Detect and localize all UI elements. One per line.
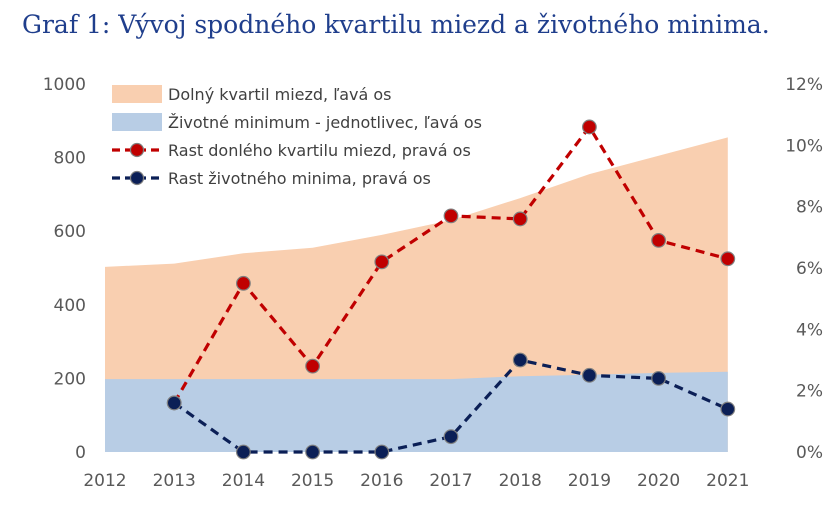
legend-swatch: [112, 85, 162, 103]
right-axis-tick: 8%: [796, 198, 823, 218]
line-series-1: [173, 358, 729, 454]
line-point: [720, 401, 736, 417]
chart-title: Graf 1: Vývoj spodného kvartilu miezd a …: [22, 10, 770, 39]
right-axis-tick: 4%: [796, 320, 823, 340]
legend-swatch: [112, 113, 162, 131]
x-axis-tick: 2014: [222, 471, 265, 491]
left-axis-tick: 1000: [43, 75, 86, 95]
x-axis-tick: 2020: [637, 471, 680, 491]
x-axis-tick: 2016: [360, 471, 403, 491]
left-axis-tick: 600: [54, 222, 86, 242]
line-point: [235, 444, 251, 460]
area-series-0: [105, 137, 728, 453]
legend-marker: [129, 142, 145, 158]
legend-label: Rast donlého kvartilu miezd, pravá os: [168, 141, 471, 160]
line-point: [651, 232, 666, 248]
line-point: [443, 429, 459, 445]
x-axis-tick: 2015: [291, 471, 334, 491]
right-axis-tick: 6%: [796, 259, 823, 279]
legend-label: Rast životného minima, pravá os: [168, 169, 431, 188]
right-axis-tick: 2%: [796, 382, 823, 402]
legend-label: Dolný kvartil miezd, ľavá os: [168, 85, 392, 104]
x-axis-tick: 2021: [706, 471, 749, 491]
line-point: [374, 254, 390, 270]
line-point: [305, 358, 321, 374]
x-axis-tick: 2013: [153, 471, 196, 491]
left-axis-tick: 400: [54, 296, 86, 316]
line-point: [582, 119, 597, 135]
x-axis-tick: 2017: [429, 471, 472, 491]
x-axis-tick: 2018: [499, 471, 542, 491]
left-axis-tick: 0: [75, 443, 86, 463]
line-point: [651, 371, 666, 386]
left-axis-tick: 800: [54, 149, 86, 169]
line-point: [582, 367, 597, 383]
legend-marker: [129, 170, 145, 186]
line-point: [512, 352, 528, 368]
line-point: [305, 444, 321, 460]
x-axis-tick: 2019: [568, 471, 611, 491]
line-point: [235, 275, 251, 291]
right-axis-tick: 0%: [796, 443, 823, 463]
legend-label: Životné minimum - jednotlivec, ľavá os: [168, 113, 482, 132]
line-point: [512, 211, 528, 227]
line-point: [166, 395, 182, 411]
x-axis-tick: 2012: [83, 471, 126, 491]
left-axis-tick: 200: [54, 369, 86, 389]
line-point: [443, 208, 459, 224]
line-point: [374, 444, 390, 460]
right-axis-tick: 10%: [785, 136, 823, 156]
area-series-1: [105, 371, 728, 452]
right-axis-tick: 12%: [785, 75, 823, 95]
line-point: [720, 251, 736, 267]
